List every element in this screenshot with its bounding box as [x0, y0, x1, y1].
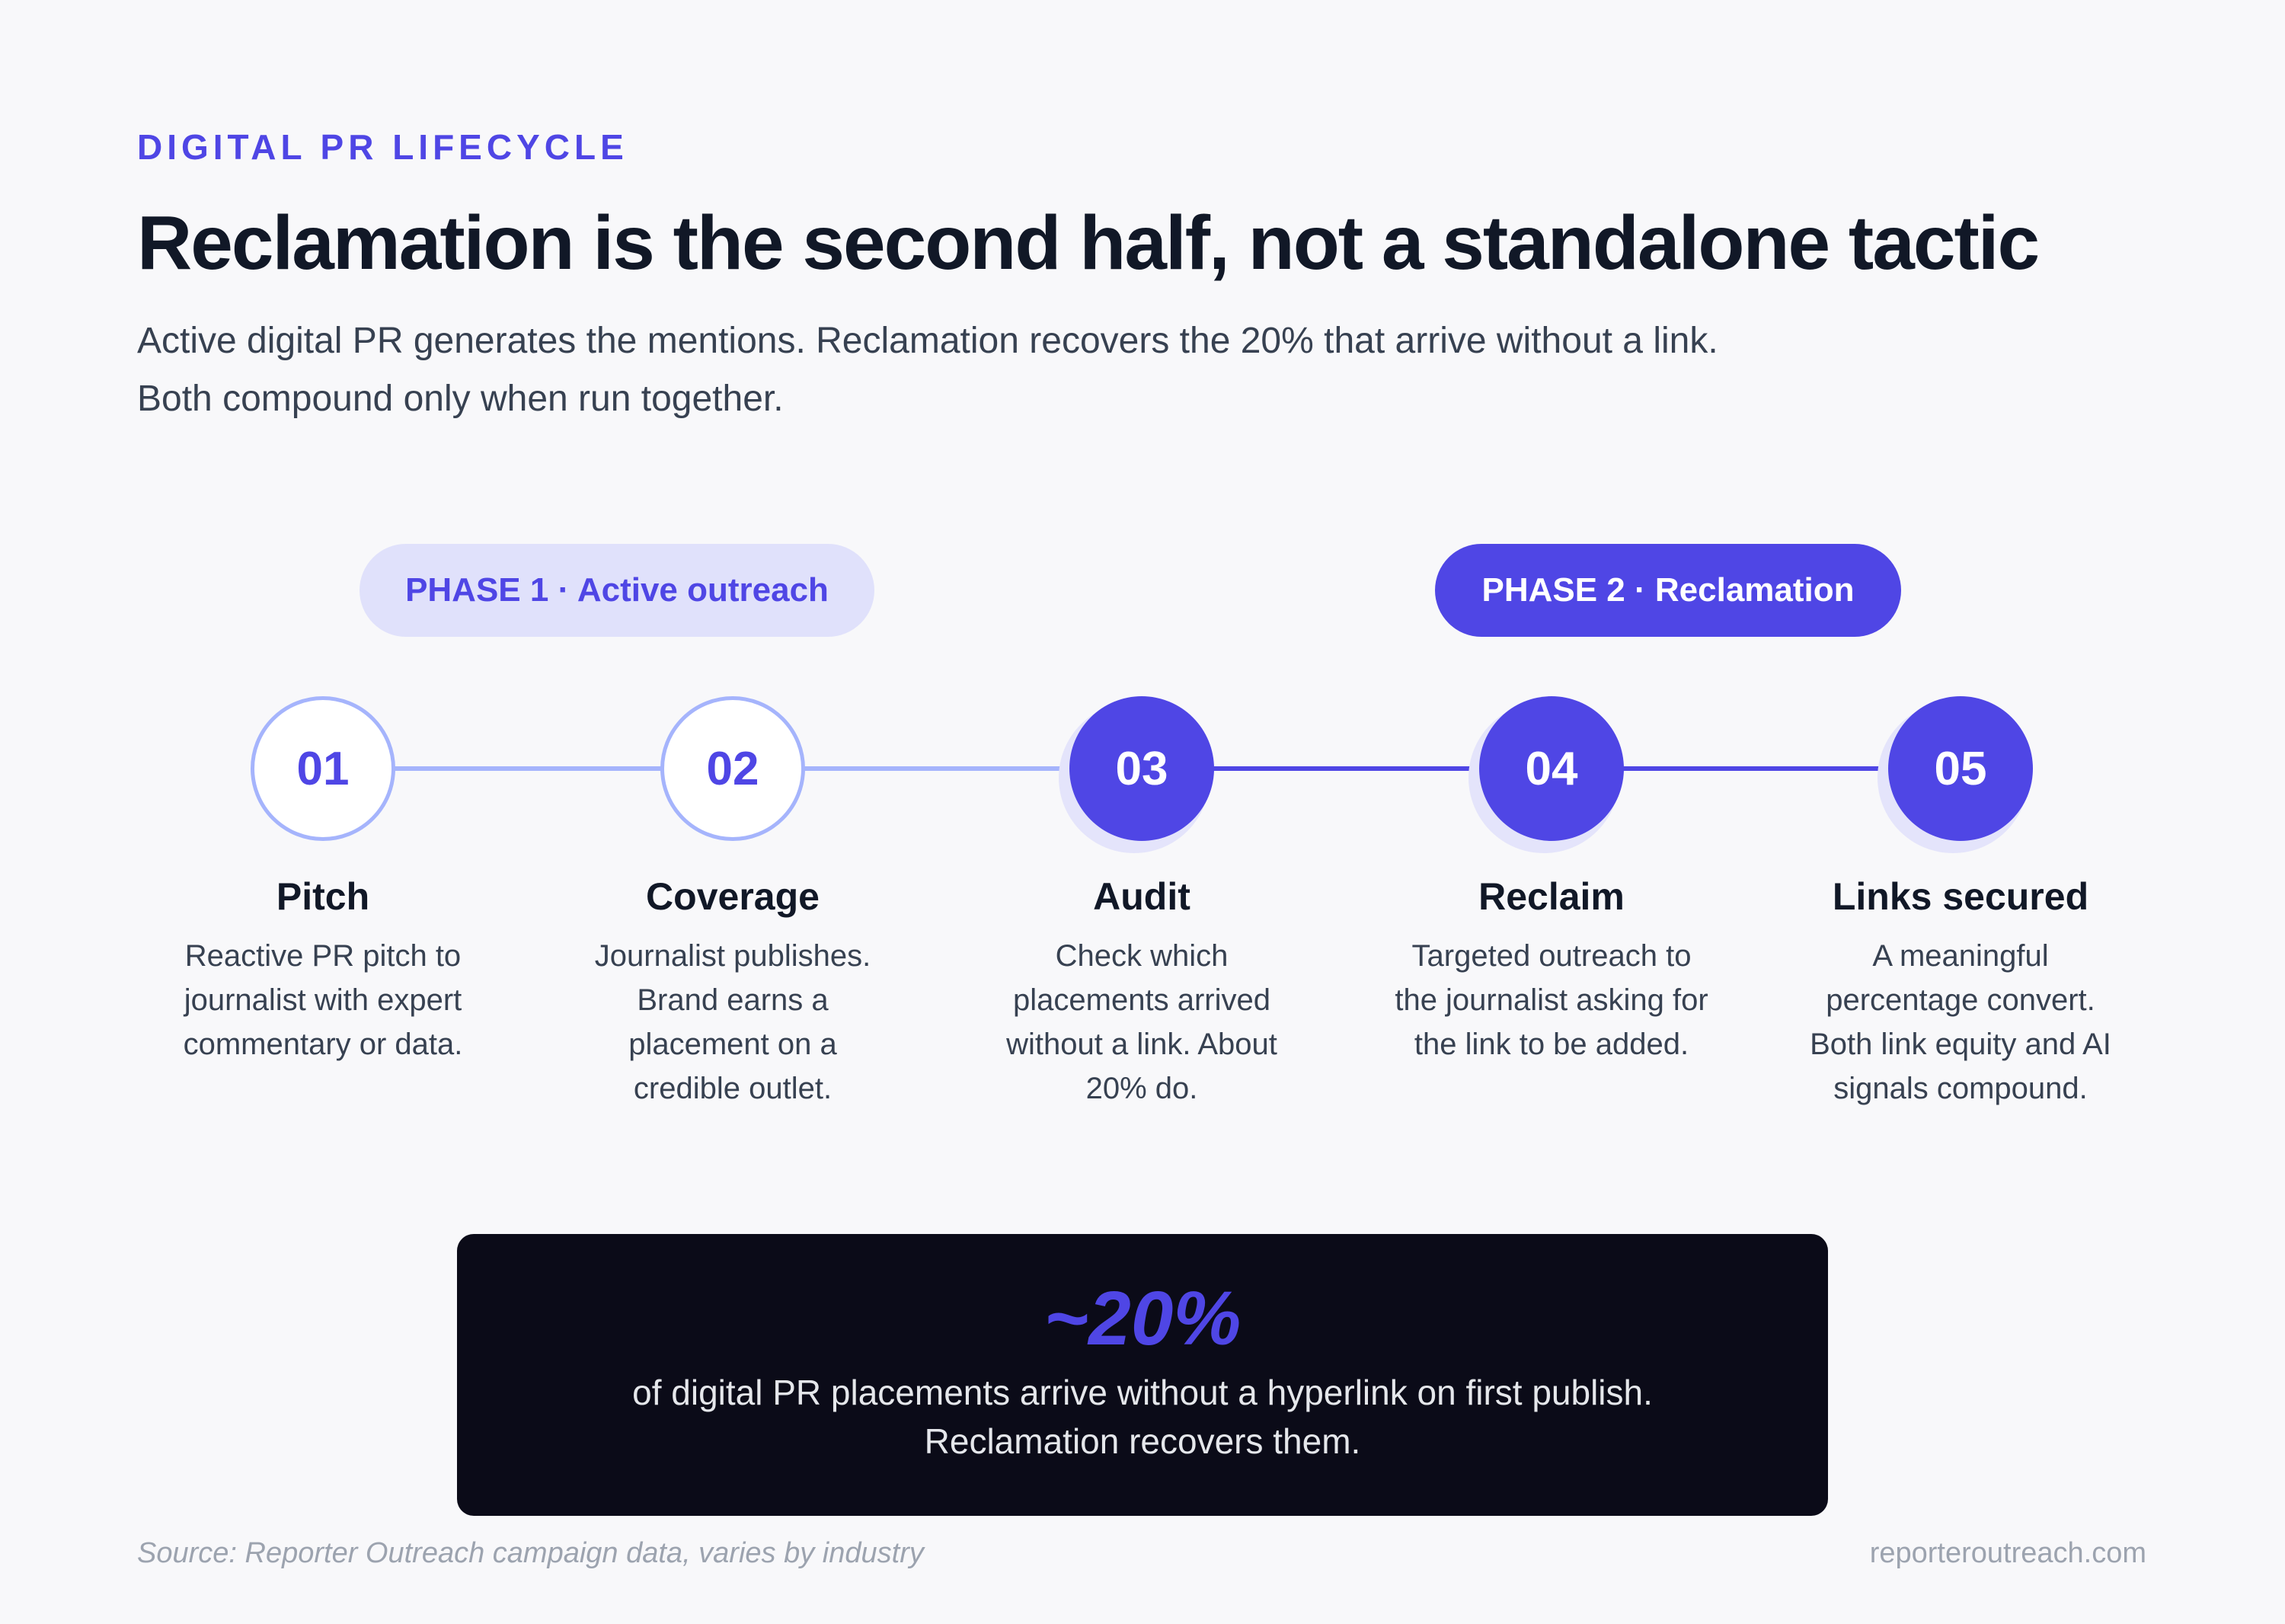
- step-5-number: 05: [1888, 696, 2033, 841]
- description-line: Check which: [1055, 939, 1229, 973]
- stat-callout: ~20% of digital PR placements arrive wit…: [457, 1234, 1828, 1516]
- callout-line: Reclamation recovers them.: [924, 1421, 1361, 1461]
- step-4-title: Reclaim: [1478, 875, 1625, 918]
- description-line: without a link. About: [1006, 1028, 1277, 1061]
- description-line: percentage convert.: [1826, 983, 2095, 1017]
- description-line: Brand earns a: [637, 983, 829, 1017]
- step-4-description: Targeted outreach to the journalist aski…: [1369, 934, 1734, 1066]
- phase-2-pill: PHASE 2 · Reclamation: [1435, 544, 1901, 637]
- description-line: Journalist publishes.: [594, 939, 871, 973]
- page-subtitle: Active digital PR generates the mentions…: [137, 312, 1718, 428]
- description-line: Both link equity and AI: [1810, 1028, 2111, 1061]
- phase-1-pill: PHASE 1 · Active outreach: [360, 544, 874, 637]
- step-1-title: Pitch: [276, 875, 370, 918]
- step-5-description: A meaningful percentage convert. Both li…: [1778, 934, 2143, 1111]
- description-line: the journalist asking for: [1395, 983, 1708, 1017]
- description-line: signals compound.: [1833, 1072, 2088, 1105]
- description-line: the link to be added.: [1414, 1028, 1689, 1061]
- step-1-number: 01: [251, 696, 395, 841]
- eyebrow-label: DIGITAL PR LIFECYCLE: [137, 127, 628, 167]
- source-note: Source: Reporter Outreach campaign data,…: [137, 1537, 924, 1569]
- step-5-title: Links secured: [1832, 875, 2089, 918]
- description-line: journalist with expert: [184, 983, 462, 1017]
- step-3-number: 03: [1069, 696, 1214, 841]
- page-title: Reclamation is the second half, not a st…: [137, 200, 2040, 286]
- step-2-description: Journalist publishes. Brand earns a plac…: [550, 934, 916, 1111]
- description-line: commentary or data.: [183, 1028, 463, 1061]
- description-line: A meaningful: [1872, 939, 2049, 973]
- connector-02-03: [804, 766, 1073, 771]
- subtitle-line: Active digital PR generates the mentions…: [137, 321, 1718, 361]
- step-1-description: Reactive PR pitch to journalist with exp…: [140, 934, 506, 1066]
- callout-text: of digital PR placements arrive without …: [457, 1368, 1828, 1466]
- description-line: placement on a: [628, 1028, 837, 1061]
- step-2-title: Coverage: [646, 875, 820, 918]
- description-line: Targeted outreach to: [1411, 939, 1692, 973]
- description-line: credible outlet.: [633, 1072, 833, 1105]
- connector-04-05: [1622, 766, 1892, 771]
- step-3-title: Audit: [1093, 875, 1190, 918]
- step-4-number: 04: [1479, 696, 1624, 841]
- description-line: Reactive PR pitch to: [184, 939, 462, 973]
- description-line: placements arrived: [1013, 983, 1270, 1017]
- callout-line: of digital PR placements arrive without …: [632, 1373, 1653, 1412]
- subtitle-line: Both compound only when run together.: [137, 379, 784, 419]
- connector-03-04: [1213, 766, 1483, 771]
- site-url: reporteroutreach.com: [1869, 1537, 2146, 1569]
- step-3-description: Check which placements arrived without a…: [959, 934, 1325, 1111]
- connector-01-02: [395, 766, 664, 771]
- description-line: 20% do.: [1085, 1072, 1198, 1105]
- callout-stat: ~20%: [1043, 1276, 1242, 1361]
- step-2-number: 02: [660, 696, 805, 841]
